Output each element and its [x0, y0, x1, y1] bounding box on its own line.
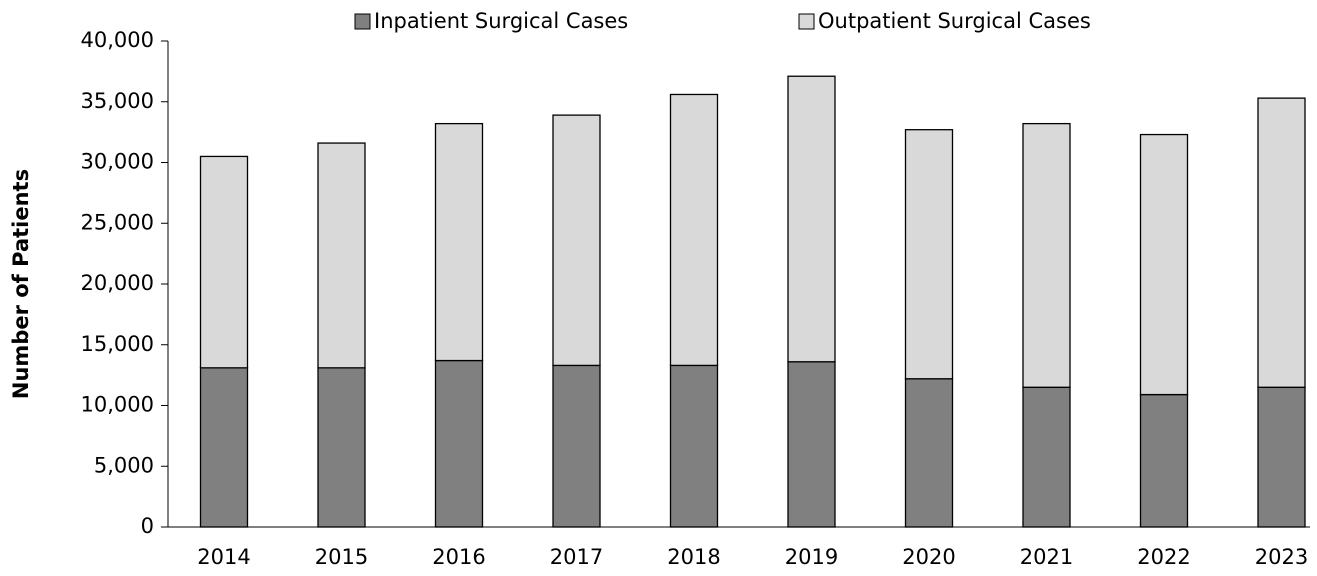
bar-segment: [199, 367, 249, 528]
bar-segment: [904, 129, 954, 380]
x-tick-label: 2019: [785, 545, 838, 569]
x-tick-label: 2017: [550, 545, 603, 569]
bar-segment: [434, 122, 484, 362]
x-tick-label: 2018: [667, 545, 720, 569]
bar-segment: [904, 378, 954, 528]
y-tick-label: 40,000: [81, 28, 154, 52]
y-tick-label: 25,000: [81, 210, 154, 234]
bar-segment: [787, 361, 836, 528]
legend-label: Inpatient Surgical Cases: [374, 9, 628, 33]
y-tick-label: 0: [141, 514, 154, 538]
y-axis-title: Number of Patients: [9, 169, 33, 399]
bar-segment: [317, 142, 366, 369]
x-tick-label: 2020: [902, 545, 955, 569]
y-tick-label: 10,000: [81, 393, 154, 417]
x-tick-label: 2014: [197, 545, 250, 569]
bar-segment: [317, 367, 366, 528]
bar-segment: [552, 114, 601, 367]
bar-segment: [669, 364, 719, 528]
legend-swatch: [798, 13, 815, 30]
legend-swatch: [354, 13, 371, 30]
x-tick-label: 2015: [315, 545, 368, 569]
bar-segment: [1139, 393, 1189, 528]
x-tick-label: 2016: [432, 545, 485, 569]
y-tick-label: 35,000: [81, 89, 154, 113]
bar-segment: [552, 364, 601, 528]
bar-segment: [1022, 386, 1071, 528]
y-tick-label: 15,000: [81, 332, 154, 356]
bar-segment: [787, 75, 836, 363]
y-tick-label: 30,000: [81, 150, 154, 174]
bar-segment: [434, 359, 484, 528]
y-tick-label: 5,000: [94, 453, 154, 477]
bar-segment: [1257, 386, 1306, 528]
y-tick-label: 20,000: [81, 271, 154, 295]
bar-segment: [669, 93, 719, 367]
x-tick-label: 2021: [1020, 545, 1073, 569]
bar-segment: [199, 155, 249, 369]
x-tick-label: 2023: [1255, 545, 1308, 569]
bar-segment: [1139, 133, 1189, 396]
bar-segment: [1257, 97, 1306, 388]
legend-label: Outpatient Surgical Cases: [818, 9, 1091, 33]
x-tick-label: 2022: [1137, 545, 1190, 569]
bar-segment: [1022, 122, 1071, 388]
